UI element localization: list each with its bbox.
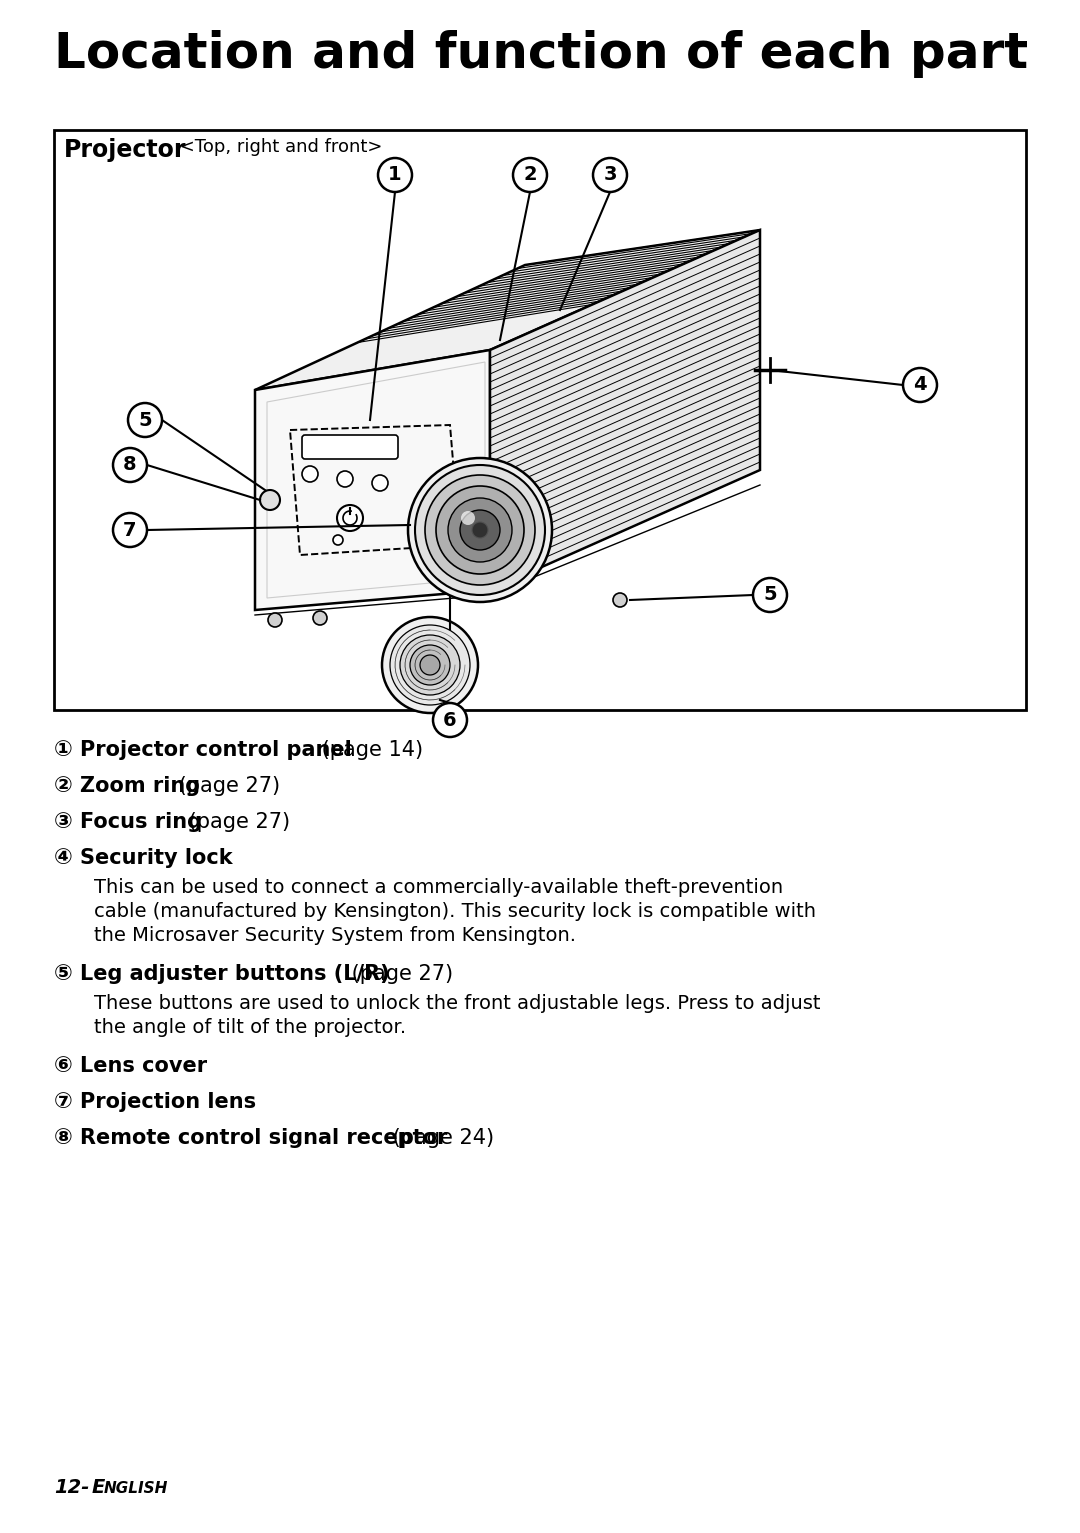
Text: Projector control panel: Projector control panel bbox=[80, 740, 352, 760]
Text: ②: ② bbox=[54, 776, 72, 796]
Circle shape bbox=[113, 514, 147, 547]
Text: cable (manufactured by Kensington). This security lock is compatible with: cable (manufactured by Kensington). This… bbox=[94, 901, 816, 921]
Circle shape bbox=[461, 510, 475, 524]
Circle shape bbox=[260, 491, 280, 510]
Bar bbox=[54, 130, 1026, 710]
Circle shape bbox=[372, 475, 388, 491]
Text: 3: 3 bbox=[604, 166, 617, 184]
Circle shape bbox=[903, 368, 937, 402]
Polygon shape bbox=[255, 230, 760, 389]
Text: Leg adjuster buttons (L/R): Leg adjuster buttons (L/R) bbox=[80, 964, 390, 984]
Circle shape bbox=[268, 613, 282, 627]
Text: ③: ③ bbox=[54, 812, 72, 832]
Circle shape bbox=[433, 704, 467, 737]
Text: Projector: Projector bbox=[64, 138, 187, 162]
Text: (page 27): (page 27) bbox=[346, 964, 454, 984]
Text: 8: 8 bbox=[123, 455, 137, 475]
FancyBboxPatch shape bbox=[302, 435, 399, 458]
Circle shape bbox=[400, 635, 460, 694]
Text: 7: 7 bbox=[123, 521, 137, 540]
Text: ⑤: ⑤ bbox=[54, 964, 72, 984]
Text: 4: 4 bbox=[914, 376, 927, 394]
Text: E: E bbox=[92, 1478, 106, 1498]
Circle shape bbox=[313, 612, 327, 625]
Polygon shape bbox=[490, 230, 760, 590]
Circle shape bbox=[420, 655, 440, 675]
Text: ①: ① bbox=[54, 740, 72, 760]
Text: 12-: 12- bbox=[54, 1478, 90, 1498]
Text: Focus ring: Focus ring bbox=[80, 812, 202, 832]
Text: 1: 1 bbox=[388, 166, 402, 184]
Circle shape bbox=[337, 471, 353, 487]
Circle shape bbox=[129, 403, 162, 437]
Circle shape bbox=[382, 616, 478, 713]
Text: (page 14): (page 14) bbox=[314, 740, 422, 760]
Circle shape bbox=[390, 625, 470, 705]
Text: Zoom ring: Zoom ring bbox=[80, 776, 200, 796]
Text: (page 27): (page 27) bbox=[172, 776, 280, 796]
Circle shape bbox=[436, 486, 524, 573]
Text: ⑦: ⑦ bbox=[54, 1091, 72, 1111]
Text: Location and function of each part: Location and function of each part bbox=[54, 31, 1028, 78]
Text: 6: 6 bbox=[443, 710, 457, 730]
Text: NGLISH: NGLISH bbox=[104, 1481, 168, 1496]
Text: ④: ④ bbox=[54, 848, 72, 868]
Circle shape bbox=[513, 158, 546, 192]
Circle shape bbox=[593, 158, 627, 192]
Circle shape bbox=[460, 510, 500, 550]
Circle shape bbox=[415, 464, 545, 595]
Circle shape bbox=[613, 593, 627, 607]
Circle shape bbox=[426, 475, 535, 586]
Text: 5: 5 bbox=[764, 586, 777, 604]
Circle shape bbox=[410, 645, 450, 685]
Circle shape bbox=[408, 458, 552, 602]
Text: (page 27): (page 27) bbox=[183, 812, 291, 832]
Text: ⑧: ⑧ bbox=[54, 1128, 72, 1148]
Circle shape bbox=[337, 504, 363, 530]
Text: Lens cover: Lens cover bbox=[80, 1056, 207, 1076]
Text: Remote control signal receptor: Remote control signal receptor bbox=[80, 1128, 447, 1148]
Text: These buttons are used to unlock the front adjustable legs. Press to adjust: These buttons are used to unlock the fro… bbox=[94, 993, 821, 1013]
Circle shape bbox=[113, 448, 147, 481]
Circle shape bbox=[472, 523, 488, 538]
Text: This can be used to connect a commercially-available theft-prevention: This can be used to connect a commercial… bbox=[94, 878, 783, 897]
Circle shape bbox=[753, 578, 787, 612]
Polygon shape bbox=[255, 350, 490, 610]
Text: the angle of tilt of the projector.: the angle of tilt of the projector. bbox=[94, 1018, 406, 1036]
Text: the Microsaver Security System from Kensington.: the Microsaver Security System from Kens… bbox=[94, 926, 576, 944]
Circle shape bbox=[333, 535, 343, 546]
Text: <Top, right and front>: <Top, right and front> bbox=[174, 138, 382, 156]
Text: (page 24): (page 24) bbox=[386, 1128, 495, 1148]
Circle shape bbox=[378, 158, 411, 192]
Circle shape bbox=[302, 466, 318, 481]
Text: 2: 2 bbox=[523, 166, 537, 184]
Text: ⑥: ⑥ bbox=[54, 1056, 72, 1076]
Text: 5: 5 bbox=[138, 411, 152, 429]
Text: Projection lens: Projection lens bbox=[80, 1091, 256, 1111]
Text: Security lock: Security lock bbox=[80, 848, 232, 868]
Circle shape bbox=[448, 498, 512, 563]
